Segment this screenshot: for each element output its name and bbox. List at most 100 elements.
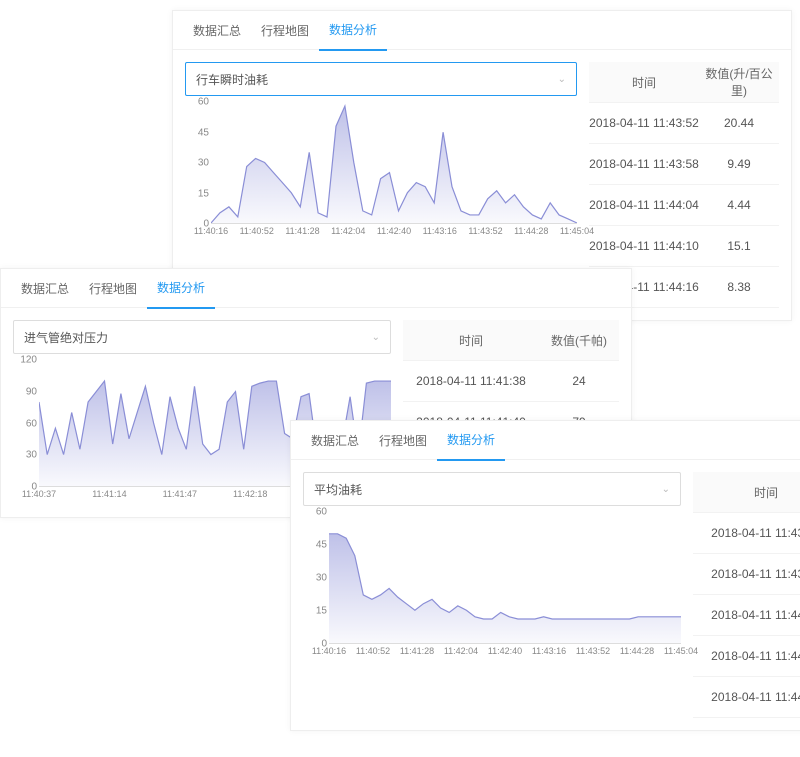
cell-value: 20.44 xyxy=(699,116,779,130)
x-tick-label: 11:40:16 xyxy=(312,646,346,656)
cell-time: 2018-04-11 11:43:58 xyxy=(693,567,800,581)
table-row[interactable]: 2018-04-11 11:43:5220.44 xyxy=(589,103,779,144)
y-tick-label: 15 xyxy=(316,606,327,617)
x-tick-label: 11:43:52 xyxy=(576,646,610,656)
chart-column: 平均油耗 ⌄ 015304560 11:40:1611:40:5211:41:2… xyxy=(303,472,681,718)
chevron-down-icon: ⌄ xyxy=(372,332,380,343)
cell-time: 2018-04-11 11:43:52 xyxy=(693,526,800,540)
col-value-header: 数值(千帕) xyxy=(539,332,619,349)
panel-avg-fuel: 数据汇总 行程地图 数据分析 平均油耗 ⌄ 015304560 11:40:16… xyxy=(290,420,800,731)
metric-select-label: 进气管绝对压力 xyxy=(24,329,108,346)
table-row[interactable]: 2018-04-11 11:44:044.44 xyxy=(589,185,779,226)
table-row[interactable]: 2018-04-11 11:43:52 xyxy=(693,513,800,554)
y-tick-label: 45 xyxy=(198,127,209,138)
chart: 015304560 11:40:1611:40:5211:41:2811:42:… xyxy=(185,102,577,242)
table-row[interactable]: 2018-04-11 11:44:1015.1 xyxy=(589,226,779,267)
y-tick-label: 90 xyxy=(26,386,37,397)
cell-time: 2018-04-11 11:43:58 xyxy=(589,157,699,171)
data-table: 时间 2018-04-11 11:43:52 2018-04-11 11:43:… xyxy=(693,472,800,718)
metric-select[interactable]: 行车瞬时油耗 ⌄ xyxy=(185,62,577,96)
y-tick-label: 30 xyxy=(198,158,209,169)
plot-area xyxy=(211,102,577,224)
table-row[interactable]: 2018-04-11 11:44:16 xyxy=(693,677,800,718)
table-row[interactable]: 2018-04-11 11:41:3824 xyxy=(403,361,619,402)
cell-time: 2018-04-11 11:44:04 xyxy=(693,608,800,622)
x-tick-label: 11:42:18 xyxy=(233,489,267,499)
x-tick-label: 11:44:28 xyxy=(620,646,654,656)
x-tick-label: 11:41:28 xyxy=(285,226,319,236)
y-tick-label: 30 xyxy=(316,573,327,584)
panel-body: 平均油耗 ⌄ 015304560 11:40:1611:40:5211:41:2… xyxy=(291,460,800,730)
tabs-bar: 数据汇总 行程地图 数据分析 xyxy=(173,11,791,50)
col-time-header: 时间 xyxy=(589,74,699,91)
x-tick-label: 11:43:52 xyxy=(468,226,502,236)
table-header-row: 时间数值(千帕) xyxy=(403,320,619,361)
x-tick-label: 11:40:52 xyxy=(356,646,390,656)
x-tick-label: 11:41:14 xyxy=(92,489,126,499)
chevron-down-icon: ⌄ xyxy=(662,484,670,495)
x-tick-label: 11:44:28 xyxy=(514,226,548,236)
table-row[interactable]: 2018-04-11 11:44:04 xyxy=(693,595,800,636)
y-tick-label: 30 xyxy=(26,450,37,461)
table-row[interactable]: 2018-04-11 11:43:589.49 xyxy=(589,144,779,185)
cell-value: 9.49 xyxy=(699,157,779,171)
y-tick-label: 45 xyxy=(316,540,327,551)
cell-value: 8.38 xyxy=(699,280,779,294)
table-header-row: 时间数值(升/百公里) xyxy=(589,62,779,103)
col-value-header: 数值(升/百公里) xyxy=(699,65,779,99)
tab-analysis[interactable]: 数据分析 xyxy=(147,269,215,309)
x-tick-label: 11:41:28 xyxy=(400,646,434,656)
table-header-row: 时间 xyxy=(693,472,800,513)
area-chart-svg xyxy=(211,102,577,223)
tab-summary[interactable]: 数据汇总 xyxy=(183,11,251,49)
cell-time: 2018-04-11 11:44:16 xyxy=(693,690,800,704)
y-axis: 015304560 xyxy=(185,102,211,224)
x-tick-label: 11:42:40 xyxy=(488,646,522,656)
col-time-header: 时间 xyxy=(693,484,800,501)
table-row[interactable]: 2018-04-11 11:44:10 xyxy=(693,636,800,677)
tab-summary[interactable]: 数据汇总 xyxy=(301,421,369,459)
metric-select[interactable]: 进气管绝对压力 ⌄ xyxy=(13,320,391,354)
x-axis: 11:40:1611:40:5211:41:2811:42:0411:42:40… xyxy=(211,224,577,242)
tabs-bar: 数据汇总 行程地图 数据分析 xyxy=(291,421,800,460)
tab-trip-map[interactable]: 行程地图 xyxy=(251,11,319,49)
area-chart-svg xyxy=(329,512,681,643)
chevron-down-icon: ⌄ xyxy=(558,74,566,85)
tab-trip-map[interactable]: 行程地图 xyxy=(369,421,437,459)
x-tick-label: 11:45:04 xyxy=(560,226,594,236)
col-time-header: 时间 xyxy=(403,332,539,349)
x-tick-label: 11:43:16 xyxy=(423,226,457,236)
y-axis: 015304560 xyxy=(303,512,329,644)
plot-area xyxy=(329,512,681,644)
y-axis: 0306090120 xyxy=(13,360,39,487)
cell-value: 4.44 xyxy=(699,198,779,212)
x-tick-label: 11:41:47 xyxy=(163,489,197,499)
y-tick-label: 60 xyxy=(26,418,37,429)
x-tick-label: 11:40:52 xyxy=(240,226,274,236)
cell-time: 2018-04-11 11:44:04 xyxy=(589,198,699,212)
table-row[interactable]: 2018-04-11 11:43:58 xyxy=(693,554,800,595)
x-tick-label: 11:42:04 xyxy=(331,226,365,236)
tab-trip-map[interactable]: 行程地图 xyxy=(79,269,147,307)
x-tick-label: 11:40:16 xyxy=(194,226,228,236)
cell-time: 2018-04-11 11:44:10 xyxy=(589,239,699,253)
tab-analysis[interactable]: 数据分析 xyxy=(319,11,387,51)
chart: 015304560 11:40:1611:40:5211:41:2811:42:… xyxy=(303,512,681,662)
cell-value: 15.1 xyxy=(699,239,779,253)
cell-time: 2018-04-11 11:43:52 xyxy=(589,116,699,130)
metric-select[interactable]: 平均油耗 ⌄ xyxy=(303,472,681,506)
tab-summary[interactable]: 数据汇总 xyxy=(11,269,79,307)
y-tick-label: 120 xyxy=(20,355,37,366)
cell-time: 2018-04-11 11:41:38 xyxy=(403,374,539,388)
y-tick-label: 60 xyxy=(316,507,327,518)
x-tick-label: 11:42:04 xyxy=(444,646,478,656)
metric-select-label: 平均油耗 xyxy=(314,481,362,498)
cell-value: 24 xyxy=(539,374,619,388)
tabs-bar: 数据汇总 行程地图 数据分析 xyxy=(1,269,631,308)
x-axis: 11:40:1611:40:5211:41:2811:42:0411:42:40… xyxy=(329,644,681,662)
x-tick-label: 11:43:16 xyxy=(532,646,566,656)
cell-time: 2018-04-11 11:44:10 xyxy=(693,649,800,663)
tab-analysis[interactable]: 数据分析 xyxy=(437,421,505,461)
x-tick-label: 11:42:40 xyxy=(377,226,411,236)
y-tick-label: 60 xyxy=(198,97,209,108)
